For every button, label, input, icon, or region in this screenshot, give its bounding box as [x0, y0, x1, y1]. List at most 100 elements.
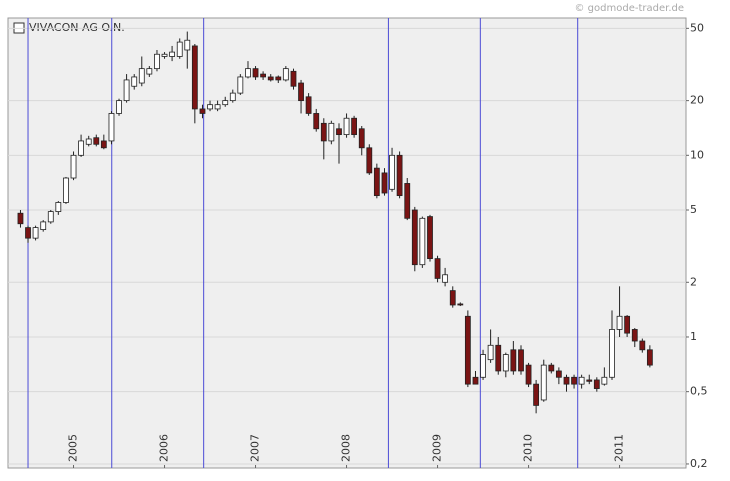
candle-body — [252, 68, 259, 78]
candle-body — [100, 140, 107, 149]
candle-body — [419, 217, 426, 266]
candle-body — [457, 303, 464, 306]
x-tick-label: 2011 — [613, 434, 626, 462]
y-tick-label: 20 — [690, 94, 704, 107]
chart-title: VIVACON AG O.N. — [29, 21, 125, 34]
candle-body — [191, 45, 198, 110]
candle-body — [366, 147, 373, 174]
candle-body — [199, 108, 206, 114]
candle-body — [624, 315, 631, 334]
watermark: © godmode-trader.de — [575, 3, 685, 14]
y-tick-label: 0,2 — [690, 457, 708, 470]
candle-body — [154, 53, 160, 70]
candle-body — [449, 290, 456, 306]
x-tick-label: 2005 — [67, 434, 80, 462]
candle-body — [47, 211, 54, 223]
plot-area — [7, 17, 687, 469]
candle-body — [169, 51, 175, 57]
candle-body — [116, 100, 122, 114]
candle-body — [207, 104, 213, 110]
candle-body — [93, 137, 100, 145]
candle-body — [502, 354, 509, 372]
candle-body — [548, 364, 555, 372]
candle-body — [343, 117, 350, 136]
candle-body — [55, 202, 62, 212]
candle-body — [146, 68, 153, 75]
candle-body — [328, 122, 335, 142]
candle-body — [411, 209, 418, 266]
candle-body — [442, 274, 449, 283]
candle-body — [222, 100, 229, 106]
candle-body — [586, 379, 593, 382]
candle-body — [25, 227, 31, 239]
candle-body — [336, 128, 342, 136]
candle-body — [578, 376, 585, 385]
candle-body — [639, 340, 646, 351]
candle-body — [305, 96, 312, 114]
candle-body — [464, 315, 471, 385]
candle-body — [487, 344, 494, 361]
candle-body — [404, 183, 411, 219]
candle-body — [275, 76, 282, 81]
candle-body — [260, 73, 266, 78]
candle-body — [563, 376, 570, 385]
candle-body — [351, 117, 357, 136]
candle-body — [571, 376, 577, 385]
y-tick-label: 2 — [690, 275, 697, 288]
candle-body — [646, 349, 653, 366]
candle-body — [78, 140, 84, 156]
candle-body — [396, 154, 403, 197]
x-tick-label: 2006 — [158, 434, 171, 462]
candle-body — [40, 221, 47, 231]
candle-body — [229, 92, 236, 102]
candle-body — [540, 364, 547, 401]
candle-body — [616, 315, 623, 330]
candle-body — [108, 113, 115, 142]
candle-body — [518, 349, 524, 372]
candle-body — [601, 376, 608, 385]
candle-body — [63, 177, 69, 203]
candle-body — [631, 329, 638, 342]
candle-body — [245, 68, 251, 78]
candle-body — [434, 258, 441, 279]
candle-body — [313, 113, 320, 130]
candle-body — [290, 70, 297, 87]
x-tick-label: 2008 — [340, 434, 353, 462]
candle-body — [381, 172, 388, 194]
candle-body — [138, 68, 145, 84]
candle-body — [609, 329, 615, 378]
candle-body — [593, 379, 600, 389]
x-tick-label: 2009 — [431, 434, 444, 462]
candle-body — [214, 104, 221, 110]
candle-body — [427, 216, 433, 260]
candle-body — [123, 79, 130, 102]
candle-body — [237, 76, 244, 94]
candle-body — [70, 154, 77, 179]
y-tick-label: 1 — [690, 330, 697, 343]
candle-body — [533, 383, 540, 406]
candle-body — [17, 212, 24, 225]
candle-body — [320, 122, 327, 142]
candle-body — [298, 82, 304, 102]
candle-body — [184, 39, 191, 51]
x-tick-label: 2010 — [522, 434, 535, 462]
candle-body — [510, 349, 517, 372]
y-tick-label: 10 — [690, 148, 704, 161]
candle-body — [161, 53, 168, 57]
candle-body — [480, 354, 486, 378]
candle-body — [282, 68, 289, 81]
candle-body — [373, 167, 380, 197]
candle-body — [131, 76, 138, 87]
candle-body — [32, 227, 39, 239]
candle-body — [472, 376, 479, 385]
candle-body — [525, 364, 532, 385]
candle-body — [495, 344, 502, 372]
candle-body — [176, 41, 183, 57]
y-tick-label: 50 — [690, 21, 704, 34]
candle-body — [555, 370, 562, 378]
y-tick-label: 5 — [690, 203, 697, 216]
candle-body — [389, 154, 395, 190]
candle-body — [358, 128, 365, 149]
candle-body — [85, 138, 92, 145]
